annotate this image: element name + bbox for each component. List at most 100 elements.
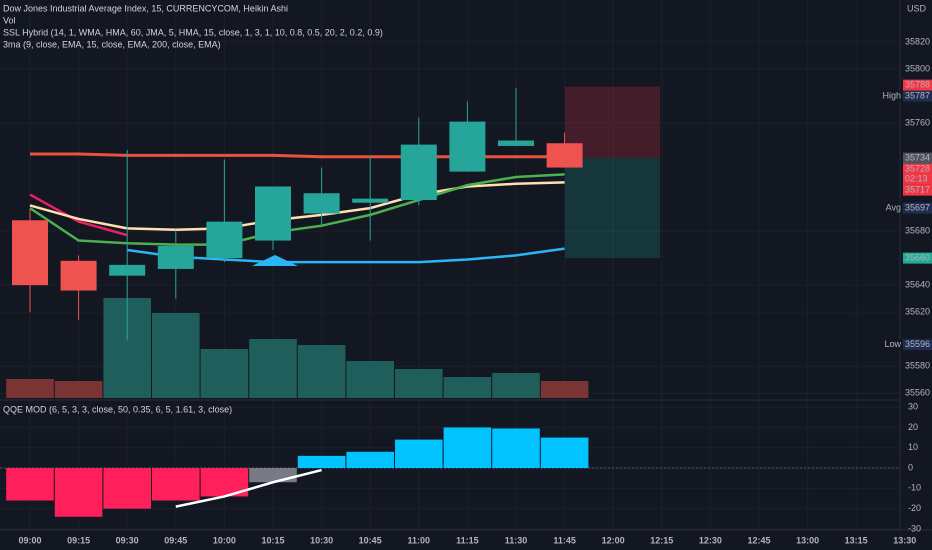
volume-bar	[54, 381, 103, 398]
marker-label: Avg	[886, 202, 901, 212]
x-tick-label: 10:00	[213, 535, 236, 545]
price-label-box	[903, 79, 932, 91]
y-tick-label: 20	[908, 422, 918, 432]
indicator-line	[29, 181, 565, 231]
x-tick-label: 09:15	[67, 535, 90, 545]
qqe-bar	[6, 468, 54, 501]
price-label-box	[903, 163, 932, 185]
candle-body	[206, 221, 243, 259]
candle-body	[352, 198, 389, 203]
x-tick-label: 13:00	[796, 535, 819, 545]
price-label: 35734	[905, 152, 930, 162]
y-tick-label: 35680	[905, 225, 930, 235]
price-label: 35787	[905, 91, 930, 101]
indicator-line	[29, 193, 128, 237]
y-tick-label: -30	[908, 523, 921, 533]
y-tick-label: 30	[908, 401, 918, 411]
plot	[6, 86, 660, 517]
qqe-bar	[443, 427, 492, 469]
x-tick-label: 12:15	[650, 535, 673, 545]
candle-body	[498, 140, 534, 146]
y-tick-label: 35620	[905, 307, 930, 317]
x-tick-label: 09:00	[18, 535, 41, 545]
volume-bar	[200, 349, 249, 398]
y-tick-label: -20	[908, 503, 921, 513]
candle-body	[449, 121, 486, 172]
indicator-line	[127, 247, 565, 264]
marker-box	[886, 90, 903, 102]
volume-bar	[492, 373, 540, 398]
candle-body	[109, 264, 146, 276]
x-tick-label: 10:15	[261, 535, 284, 545]
marker-label: Low	[884, 339, 901, 349]
price-label-box	[903, 252, 932, 264]
x-tick-label: 09:30	[116, 535, 139, 545]
qqe-bar	[492, 428, 540, 469]
x-tick-label: 09:45	[164, 535, 187, 545]
candle-body	[60, 260, 97, 291]
x-tick-label: 11:00	[408, 535, 431, 545]
x-tick-label: 10:45	[359, 535, 382, 545]
x-tick-label: 12:45	[747, 535, 770, 545]
signal-arrow	[252, 255, 298, 266]
qqe-bar	[395, 439, 443, 469]
candle-body	[546, 143, 583, 168]
price-label: 35697	[905, 202, 930, 212]
qqe-bar	[297, 455, 346, 469]
indicator-label: Vol	[3, 15, 16, 25]
price-label: 35728	[905, 163, 930, 173]
qqe-bar	[346, 451, 394, 469]
indicator-label: SSL Hybrid (14, 1, WMA, HMA, 60, JMA, 5,…	[3, 27, 383, 37]
candle-body	[255, 186, 291, 241]
volume-bar	[443, 377, 492, 398]
price-label-box	[903, 152, 932, 164]
x-tick-label: 13:30	[893, 535, 916, 545]
y-tick-label: 35560	[905, 388, 930, 398]
price-label: 35596	[905, 339, 930, 349]
qqe-bar	[152, 468, 200, 501]
qqe-bar	[249, 468, 297, 483]
candle-body	[12, 220, 48, 286]
candle-body	[400, 144, 437, 200]
price-label: 35660	[905, 252, 930, 262]
volume-bar	[249, 339, 297, 398]
x-tick-label: 12:30	[699, 535, 722, 545]
chart-title: Dow Jones Industrial Average Index, 15, …	[3, 3, 288, 13]
volume-bar	[395, 369, 443, 398]
axes: 09:00 09:15 09:30 09:45 10:00 10:15 10:30 10:45…	[18, 36, 932, 545]
currency: USD	[907, 3, 927, 13]
volume-bar	[540, 381, 589, 398]
marker-box	[886, 202, 903, 214]
qqe-bar	[54, 468, 103, 517]
price-label: 35788	[905, 80, 930, 90]
marker-label: High	[882, 91, 901, 101]
y-tick-label: 35760	[905, 117, 930, 127]
price-label-box	[903, 339, 932, 351]
y-tick-label: 35580	[905, 361, 930, 371]
qqe-line	[175, 468, 322, 508]
y-tick-label: 35800	[905, 63, 930, 73]
price-countdown: 02:13	[905, 173, 928, 183]
candle-body	[303, 193, 340, 214]
price-label-box	[903, 90, 932, 102]
x-tick-label: 12:00	[602, 535, 625, 545]
indicator-line	[29, 173, 565, 246]
x-tick-label: 11:30	[505, 535, 528, 545]
x-tick-label: 11:15	[456, 535, 479, 545]
y-tick-label: 35820	[905, 36, 930, 46]
qqe-bar	[103, 468, 151, 509]
y-tick-label: 10	[908, 442, 918, 452]
x-tick-label: 11:45	[553, 535, 576, 545]
indicator-label: 3ma (9, close, EMA, 15, close, EMA, 200,…	[3, 39, 221, 49]
x-tick-label: 13:15	[845, 535, 868, 545]
marker-box	[886, 339, 903, 351]
candle-body	[157, 245, 194, 269]
price-label-box	[903, 202, 932, 214]
y-tick-label: 35640	[905, 280, 930, 290]
y-tick-label: 0	[908, 462, 913, 472]
price-label: 35717	[905, 184, 930, 194]
position-stop	[565, 158, 660, 259]
y-tick-label: -10	[908, 483, 921, 493]
